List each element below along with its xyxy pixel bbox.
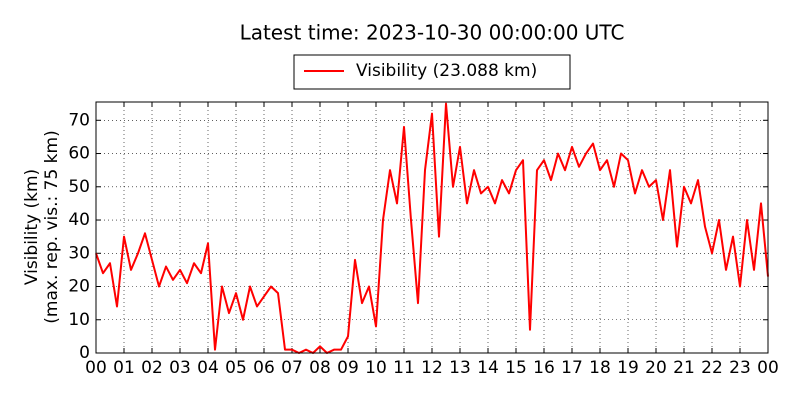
x-tick-label: 19 bbox=[617, 358, 639, 378]
x-tick-label: 00 bbox=[85, 358, 107, 378]
x-tick-label: 22 bbox=[701, 358, 723, 378]
x-tick-label: 20 bbox=[645, 358, 667, 378]
x-tick-label: 23 bbox=[729, 358, 751, 378]
y-tick-label: 50 bbox=[68, 177, 90, 197]
y-tick-label: 40 bbox=[68, 210, 90, 230]
x-tick-label: 14 bbox=[477, 358, 499, 378]
y-tick-label: 10 bbox=[68, 310, 90, 330]
x-tick-label: 11 bbox=[393, 358, 415, 378]
x-tick-label: 02 bbox=[141, 358, 163, 378]
y-tick-label: 20 bbox=[68, 277, 90, 297]
x-tick-label: 10 bbox=[365, 358, 387, 378]
x-tick-label: 03 bbox=[169, 358, 191, 378]
x-tick-label: 16 bbox=[533, 358, 555, 378]
x-tick-label: 17 bbox=[561, 358, 583, 378]
plot-frame bbox=[95, 101, 769, 354]
x-tick-label: 13 bbox=[449, 358, 471, 378]
y-axis-label: Visibility (km) bbox=[22, 169, 42, 285]
x-tick-label: 12 bbox=[421, 358, 443, 378]
x-tick-label: 18 bbox=[589, 358, 611, 378]
x-tick-label: 15 bbox=[505, 358, 527, 378]
y-tick-label: 60 bbox=[68, 144, 90, 164]
x-tick-label: 09 bbox=[337, 358, 359, 378]
y-axis-label: (max. rep. vis.: 75 km) bbox=[42, 130, 62, 323]
y-tick-label: 30 bbox=[68, 243, 90, 263]
x-tick-label: 08 bbox=[309, 358, 331, 378]
x-tick-label: 07 bbox=[281, 358, 303, 378]
y-tick-label: 70 bbox=[68, 110, 90, 130]
y-tick-label: 0 bbox=[79, 343, 90, 363]
x-tick-label: 05 bbox=[225, 358, 247, 378]
x-tick-label: 21 bbox=[673, 358, 695, 378]
x-tick-label: 00 bbox=[757, 358, 779, 378]
x-tick-label: 04 bbox=[197, 358, 219, 378]
chart-title: Latest time: 2023-10-30 00:00:00 UTC bbox=[240, 21, 625, 45]
x-tick-label: 01 bbox=[113, 358, 135, 378]
legend-label: Visibility (23.088 km) bbox=[356, 61, 537, 81]
data-line bbox=[95, 102, 769, 354]
x-tick-label: 06 bbox=[253, 358, 275, 378]
